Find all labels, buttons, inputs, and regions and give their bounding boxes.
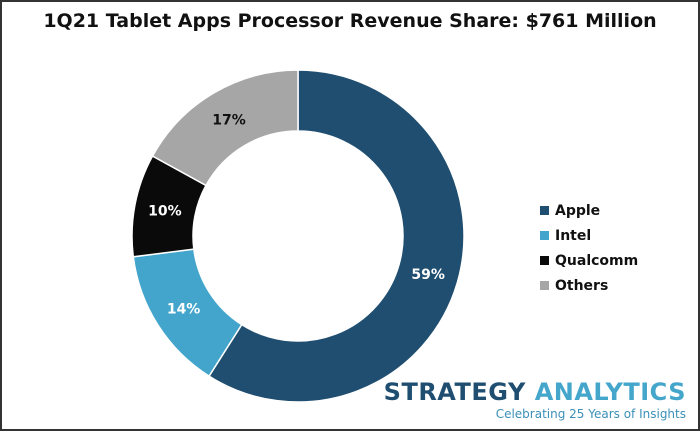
data-label-others: 17% xyxy=(212,112,246,128)
legend-label: Intel xyxy=(555,227,592,244)
legend-label: Others xyxy=(555,277,609,294)
legend-item-others: Others xyxy=(540,273,638,298)
logo-word-analytics: ANALYTICS xyxy=(534,378,686,406)
legend-item-intel: Intel xyxy=(540,223,638,248)
legend-swatch xyxy=(540,256,549,265)
donut-slice-others xyxy=(151,69,299,187)
logo-word-strategy: STRATEGY xyxy=(383,378,526,406)
donut-slice-apple xyxy=(208,69,465,403)
legend-swatch xyxy=(540,206,549,215)
legend-label: Apple xyxy=(555,202,601,219)
logo-tagline: Celebrating 25 Years of Insights xyxy=(495,407,686,421)
strategy-analytics-logo: STRATEGY ANALYTICS Celebrating 25 Years … xyxy=(384,378,686,421)
data-label-qualcomm: 10% xyxy=(148,204,182,220)
data-label-apple: 59% xyxy=(411,267,445,283)
legend-item-apple: Apple xyxy=(540,198,638,223)
legend-label: Qualcomm xyxy=(555,252,639,269)
legend: Apple Intel Qualcomm Others xyxy=(540,198,638,298)
legend-item-qualcomm: Qualcomm xyxy=(540,248,638,273)
legend-swatch xyxy=(540,281,549,290)
chart-title: 1Q21 Tablet Apps Processor Revenue Share… xyxy=(43,10,657,32)
legend-swatch xyxy=(540,231,549,240)
data-label-intel: 14% xyxy=(167,302,201,318)
